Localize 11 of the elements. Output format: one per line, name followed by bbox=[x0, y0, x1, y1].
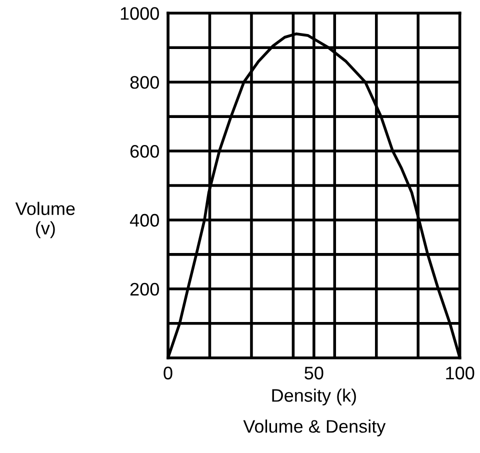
x-tick-label: 50 bbox=[304, 366, 324, 380]
x-axis-title: Density (k) bbox=[272, 388, 356, 406]
x-tick-label: 100 bbox=[446, 366, 474, 380]
y-tick-label: 800 bbox=[130, 76, 159, 89]
y-tick-label: 400 bbox=[130, 214, 159, 227]
y-axis-title: Volume (v) bbox=[15, 202, 75, 238]
y-tick-label: 200 bbox=[130, 282, 159, 296]
y-tick-label: 600 bbox=[130, 144, 159, 158]
text: Volume & Density bbox=[243, 420, 386, 436]
y-tick-label: 1000 bbox=[120, 7, 159, 20]
x-tick-label: 0 bbox=[164, 366, 172, 380]
